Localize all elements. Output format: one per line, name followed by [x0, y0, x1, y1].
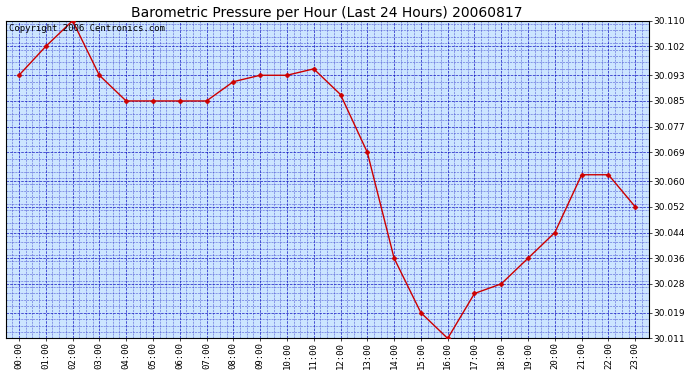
- Text: Copyright 2006 Centronics.com: Copyright 2006 Centronics.com: [9, 24, 165, 33]
- Title: Barometric Pressure per Hour (Last 24 Hours) 20060817: Barometric Pressure per Hour (Last 24 Ho…: [131, 6, 523, 20]
